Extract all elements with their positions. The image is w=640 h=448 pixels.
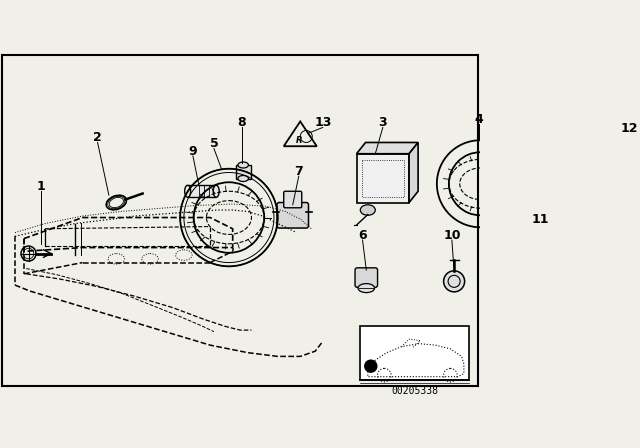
Circle shape	[365, 360, 377, 372]
FancyBboxPatch shape	[277, 202, 308, 228]
Text: 10: 10	[443, 229, 461, 242]
Polygon shape	[409, 142, 418, 202]
Ellipse shape	[238, 176, 248, 181]
Bar	[360, 327, 469, 380]
FancyBboxPatch shape	[613, 148, 640, 179]
Circle shape	[444, 271, 465, 292]
Ellipse shape	[360, 205, 375, 215]
Text: 4: 4	[474, 113, 483, 126]
FancyBboxPatch shape	[586, 254, 596, 263]
Ellipse shape	[358, 284, 374, 293]
FancyBboxPatch shape	[284, 191, 301, 208]
Text: 6: 6	[358, 229, 367, 242]
Text: R: R	[296, 137, 302, 146]
Ellipse shape	[213, 185, 219, 197]
Polygon shape	[356, 142, 418, 154]
Ellipse shape	[185, 185, 191, 197]
Bar	[236, 165, 251, 178]
Bar	[362, 160, 404, 197]
FancyBboxPatch shape	[355, 268, 378, 287]
Bar	[188, 185, 216, 197]
Text: 8: 8	[237, 116, 246, 129]
Text: 9: 9	[189, 145, 197, 158]
Text: 00205338: 00205338	[392, 386, 438, 396]
Text: 12: 12	[620, 122, 638, 135]
Text: 13: 13	[314, 116, 332, 129]
Ellipse shape	[238, 162, 248, 168]
Bar	[356, 154, 409, 202]
Text: 2: 2	[93, 131, 102, 144]
Text: 7: 7	[294, 165, 303, 178]
Text: 3: 3	[378, 116, 387, 129]
Text: 1: 1	[37, 180, 45, 193]
Text: 5: 5	[209, 138, 218, 151]
Text: 11: 11	[532, 212, 549, 225]
FancyBboxPatch shape	[535, 255, 561, 270]
